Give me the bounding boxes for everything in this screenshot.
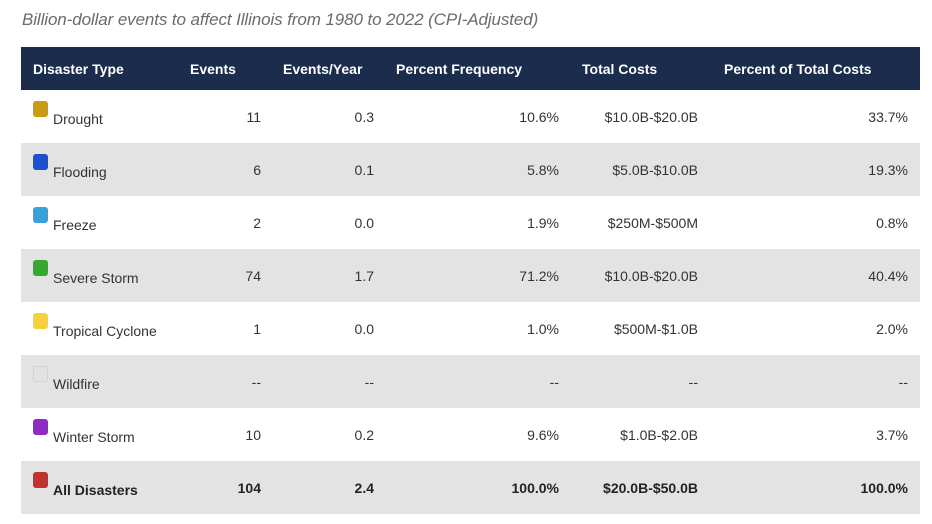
cell-total-costs: $1.0B-$2.0B [620,426,698,443]
cell-percent-total-costs: 100.0% [860,479,908,496]
cell-total-costs: $250M-$500M [607,214,698,231]
table-total-row: All Disasters 104 2.4 100.0% $20.0B-$50.0B 10… [21,461,920,514]
cell-total-costs: $500M-$1.0B [613,320,698,337]
cell-events-per-year: 0.0 [354,320,374,337]
disaster-type-label: Winter Storm [53,428,135,445]
cell-events-per-year: 0.2 [354,426,374,443]
cell-events-per-year: 1.7 [354,267,374,284]
header-percent-total-costs: Percent of Total Costs [724,60,872,77]
table-row-wildfire: Wildfire -- -- -- -- -- [21,355,920,408]
cell-percent-total-costs: -- [898,373,908,390]
table-row-drought: Drought 11 0.3 10.6% $10.0B-$20.0B 33.7% [21,90,920,143]
cell-events: 2 [253,214,261,231]
disaster-type-label: Tropical Cyclone [53,322,157,339]
color-swatch-winter-storm [33,419,48,435]
disaster-type-label: Flooding [53,163,107,180]
cell-events-per-year: -- [364,373,374,390]
header-events-per-year: Events/Year [283,60,363,77]
color-swatch-all-disasters [33,472,48,488]
cell-percent-frequency: 71.2% [519,267,559,284]
cell-total-costs: $10.0B-$20.0B [604,267,698,284]
cell-events: 11 [246,108,261,125]
disaster-type-label: Severe Storm [53,269,139,286]
cell-disaster-type: Flooding [21,143,178,196]
cell-events: 6 [253,161,261,178]
cell-disaster-type: Freeze [21,196,178,249]
cell-percent-frequency: 100.0% [511,479,559,496]
cell-percent-frequency: 10.6% [519,108,559,125]
cell-total-costs: $5.0B-$10.0B [612,161,698,178]
table-row-severe-storm: Severe Storm 74 1.7 71.2% $10.0B-$20.0B 40.4% [21,249,920,302]
cell-events: -- [251,373,261,390]
cell-percent-frequency: 1.0% [527,320,559,337]
color-swatch-freeze [33,207,48,223]
cell-percent-frequency: 9.6% [527,426,559,443]
cell-disaster-type: All Disasters [21,461,178,514]
cell-percent-frequency: 5.8% [527,161,559,178]
color-swatch-flooding [33,154,48,170]
table-caption: Billion-dollar events to affect Illinois… [22,10,539,29]
header-total-costs: Total Costs [582,60,658,77]
cell-percent-frequency: 1.9% [527,214,559,231]
cell-total-costs: $10.0B-$20.0B [604,108,698,125]
cell-percent-frequency: -- [549,373,559,390]
cell-events: 10 [245,426,261,443]
table-header-row: Disaster Type Events Events/Year Percent… [21,47,920,90]
color-swatch-severe-storm [33,260,48,276]
cell-events: 1 [253,320,261,337]
color-swatch-drought [33,101,48,117]
cell-total-costs: -- [688,373,698,390]
table-row-freeze: Freeze 2 0.0 1.9% $250M-$500M 0.8% [21,196,920,249]
cell-percent-total-costs: 40.4% [868,267,908,284]
disaster-type-label: Wildfire [53,375,100,392]
color-swatch-wildfire [33,366,48,382]
table-row-tropical-cyclone: Tropical Cyclone 1 0.0 1.0% $500M-$1.0B 2.0% [21,302,920,355]
header-percent-frequency: Percent Frequency [396,60,523,77]
cell-events-per-year: 0.0 [354,214,374,231]
table-body: Drought 11 0.3 10.6% $10.0B-$20.0B 33.7% Flood… [21,90,920,514]
cell-events-per-year: 0.3 [354,108,374,125]
cell-percent-total-costs: 0.8% [876,214,908,231]
cell-events: 104 [237,479,261,496]
table-row-flooding: Flooding 6 0.1 5.8% $5.0B-$10.0B 19.3% [21,143,920,196]
cell-events-per-year: 0.1 [354,161,374,178]
cell-total-costs: $20.0B-$50.0B [603,479,698,496]
cell-percent-total-costs: 19.3% [868,161,908,178]
cell-events-per-year: 2.4 [354,479,374,496]
cell-percent-total-costs: 33.7% [868,108,908,125]
cell-disaster-type: Wildfire [21,355,178,408]
cell-disaster-type: Drought [21,90,178,143]
disaster-type-label: Drought [53,110,103,127]
header-events: Events [190,60,236,77]
cell-percent-total-costs: 2.0% [876,320,908,337]
table-row-winter-storm: Winter Storm 10 0.2 9.6% $1.0B-$2.0B 3.7% [21,408,920,461]
cell-disaster-type: Winter Storm [21,408,178,461]
disaster-table: Disaster Type Events Events/Year Percent… [21,47,920,514]
cell-disaster-type: Tropical Cyclone [21,302,178,355]
cell-percent-total-costs: 3.7% [876,426,908,443]
color-swatch-tropical-cyclone [33,313,48,329]
header-disaster-type: Disaster Type [33,60,124,77]
cell-events: 74 [245,267,261,284]
disaster-type-label: All Disasters [53,481,138,498]
disaster-type-label: Freeze [53,216,97,233]
cell-disaster-type: Severe Storm [21,249,178,302]
